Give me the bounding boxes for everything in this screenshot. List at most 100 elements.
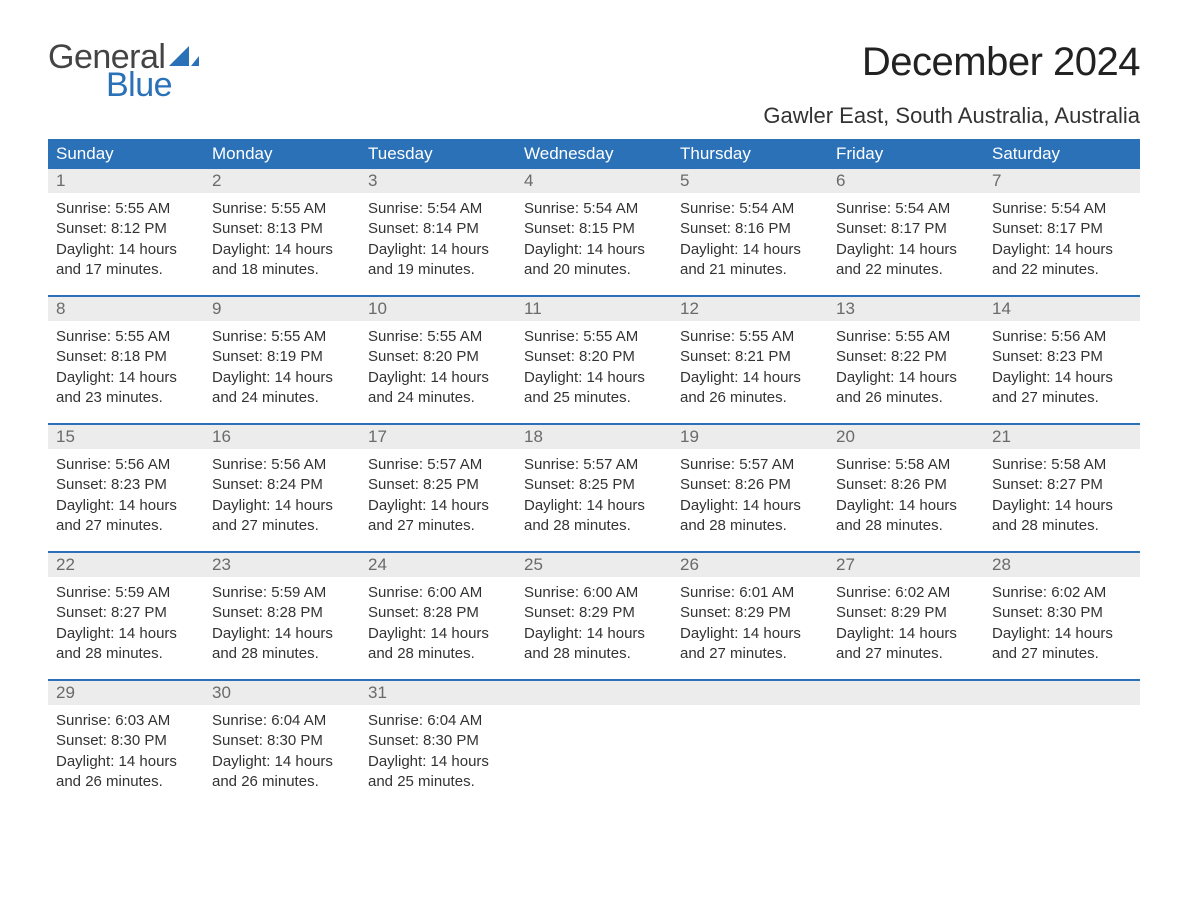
day-cell: 1Sunrise: 5:55 AMSunset: 8:12 PMDaylight… [48, 169, 204, 295]
day-body: Sunrise: 5:58 AMSunset: 8:27 PMDaylight:… [984, 449, 1140, 546]
day-cell: 21Sunrise: 5:58 AMSunset: 8:27 PMDayligh… [984, 425, 1140, 551]
day-line: Sunrise: 6:01 AM [680, 583, 820, 603]
day-line: Sunrise: 5:54 AM [680, 199, 820, 219]
day-line: and 27 minutes. [212, 516, 352, 536]
day-line: Daylight: 14 hours [680, 624, 820, 644]
day-cell: 2Sunrise: 5:55 AMSunset: 8:13 PMDaylight… [204, 169, 360, 295]
day-body: Sunrise: 5:59 AMSunset: 8:28 PMDaylight:… [204, 577, 360, 674]
day-cell [984, 681, 1140, 807]
day-line: Daylight: 14 hours [680, 496, 820, 516]
day-line: Sunrise: 6:03 AM [56, 711, 196, 731]
day-line: and 24 minutes. [368, 388, 508, 408]
day-line: Daylight: 14 hours [992, 624, 1132, 644]
day-line: Sunset: 8:20 PM [368, 347, 508, 367]
day-line: and 27 minutes. [368, 516, 508, 536]
day-number: 3 [360, 169, 516, 193]
day-line: and 27 minutes. [992, 644, 1132, 664]
day-body: Sunrise: 6:00 AMSunset: 8:29 PMDaylight:… [516, 577, 672, 674]
day-line: Daylight: 14 hours [524, 496, 664, 516]
day-line: and 26 minutes. [212, 772, 352, 792]
day-line: Daylight: 14 hours [212, 240, 352, 260]
day-line: and 22 minutes. [836, 260, 976, 280]
day-body: Sunrise: 5:56 AMSunset: 8:24 PMDaylight:… [204, 449, 360, 546]
day-number [516, 681, 672, 705]
day-line: Sunrise: 5:54 AM [524, 199, 664, 219]
day-cell: 16Sunrise: 5:56 AMSunset: 8:24 PMDayligh… [204, 425, 360, 551]
day-line: and 26 minutes. [836, 388, 976, 408]
day-line: Daylight: 14 hours [56, 752, 196, 772]
day-number: 27 [828, 553, 984, 577]
day-line: Sunset: 8:29 PM [680, 603, 820, 623]
week-row: 15Sunrise: 5:56 AMSunset: 8:23 PMDayligh… [48, 423, 1140, 551]
day-cell: 15Sunrise: 5:56 AMSunset: 8:23 PMDayligh… [48, 425, 204, 551]
day-line: Sunset: 8:27 PM [992, 475, 1132, 495]
weekday-header: Wednesday [516, 139, 672, 169]
day-cell: 7Sunrise: 5:54 AMSunset: 8:17 PMDaylight… [984, 169, 1140, 295]
header: General Blue December 2024 Gawler East, … [48, 40, 1140, 129]
day-number: 9 [204, 297, 360, 321]
day-cell: 19Sunrise: 5:57 AMSunset: 8:26 PMDayligh… [672, 425, 828, 551]
day-body: Sunrise: 5:57 AMSunset: 8:26 PMDaylight:… [672, 449, 828, 546]
day-body: Sunrise: 5:57 AMSunset: 8:25 PMDaylight:… [360, 449, 516, 546]
day-line: Sunrise: 5:55 AM [368, 327, 508, 347]
day-line: and 28 minutes. [680, 516, 820, 536]
day-body: Sunrise: 5:55 AMSunset: 8:12 PMDaylight:… [48, 193, 204, 290]
day-number: 29 [48, 681, 204, 705]
day-line: Sunrise: 5:55 AM [56, 199, 196, 219]
day-line: and 24 minutes. [212, 388, 352, 408]
day-number: 24 [360, 553, 516, 577]
day-number: 31 [360, 681, 516, 705]
day-line: Sunrise: 6:04 AM [368, 711, 508, 731]
day-line: Sunset: 8:16 PM [680, 219, 820, 239]
day-line: Daylight: 14 hours [524, 624, 664, 644]
weekday-header-row: SundayMondayTuesdayWednesdayThursdayFrid… [48, 139, 1140, 169]
day-line: Sunrise: 5:59 AM [56, 583, 196, 603]
day-line: Sunrise: 5:58 AM [836, 455, 976, 475]
day-line: and 28 minutes. [212, 644, 352, 664]
week-row: 1Sunrise: 5:55 AMSunset: 8:12 PMDaylight… [48, 169, 1140, 295]
day-line: Sunrise: 5:55 AM [836, 327, 976, 347]
logo: General Blue [48, 40, 199, 102]
day-cell: 24Sunrise: 6:00 AMSunset: 8:28 PMDayligh… [360, 553, 516, 679]
day-cell: 17Sunrise: 5:57 AMSunset: 8:25 PMDayligh… [360, 425, 516, 551]
day-line: Daylight: 14 hours [56, 240, 196, 260]
day-body: Sunrise: 6:03 AMSunset: 8:30 PMDaylight:… [48, 705, 204, 802]
day-cell: 26Sunrise: 6:01 AMSunset: 8:29 PMDayligh… [672, 553, 828, 679]
day-line: Sunrise: 5:56 AM [212, 455, 352, 475]
day-number: 30 [204, 681, 360, 705]
day-body: Sunrise: 6:02 AMSunset: 8:29 PMDaylight:… [828, 577, 984, 674]
day-line: and 27 minutes. [836, 644, 976, 664]
day-line: Sunset: 8:23 PM [992, 347, 1132, 367]
day-line: Sunset: 8:29 PM [836, 603, 976, 623]
day-line: and 25 minutes. [524, 388, 664, 408]
day-line: Sunset: 8:21 PM [680, 347, 820, 367]
day-number: 6 [828, 169, 984, 193]
day-number: 25 [516, 553, 672, 577]
day-line: Sunrise: 6:00 AM [368, 583, 508, 603]
day-line: and 27 minutes. [56, 516, 196, 536]
day-line: Sunset: 8:22 PM [836, 347, 976, 367]
day-line: Sunset: 8:30 PM [56, 731, 196, 751]
day-body: Sunrise: 5:54 AMSunset: 8:14 PMDaylight:… [360, 193, 516, 290]
day-line: and 28 minutes. [836, 516, 976, 536]
day-line: Sunset: 8:25 PM [368, 475, 508, 495]
day-body: Sunrise: 5:59 AMSunset: 8:27 PMDaylight:… [48, 577, 204, 674]
day-number: 13 [828, 297, 984, 321]
day-body [516, 705, 672, 721]
day-body: Sunrise: 6:02 AMSunset: 8:30 PMDaylight:… [984, 577, 1140, 674]
day-cell: 31Sunrise: 6:04 AMSunset: 8:30 PMDayligh… [360, 681, 516, 807]
day-line: Sunrise: 5:55 AM [524, 327, 664, 347]
week-row: 29Sunrise: 6:03 AMSunset: 8:30 PMDayligh… [48, 679, 1140, 807]
day-body [672, 705, 828, 721]
day-number: 11 [516, 297, 672, 321]
day-line: Daylight: 14 hours [368, 240, 508, 260]
day-body: Sunrise: 6:04 AMSunset: 8:30 PMDaylight:… [360, 705, 516, 802]
day-body: Sunrise: 5:58 AMSunset: 8:26 PMDaylight:… [828, 449, 984, 546]
day-line: Sunset: 8:30 PM [368, 731, 508, 751]
day-cell: 13Sunrise: 5:55 AMSunset: 8:22 PMDayligh… [828, 297, 984, 423]
day-body: Sunrise: 5:54 AMSunset: 8:16 PMDaylight:… [672, 193, 828, 290]
day-line: Sunrise: 5:57 AM [524, 455, 664, 475]
day-number: 1 [48, 169, 204, 193]
day-body: Sunrise: 5:55 AMSunset: 8:20 PMDaylight:… [360, 321, 516, 418]
day-line: Daylight: 14 hours [524, 240, 664, 260]
